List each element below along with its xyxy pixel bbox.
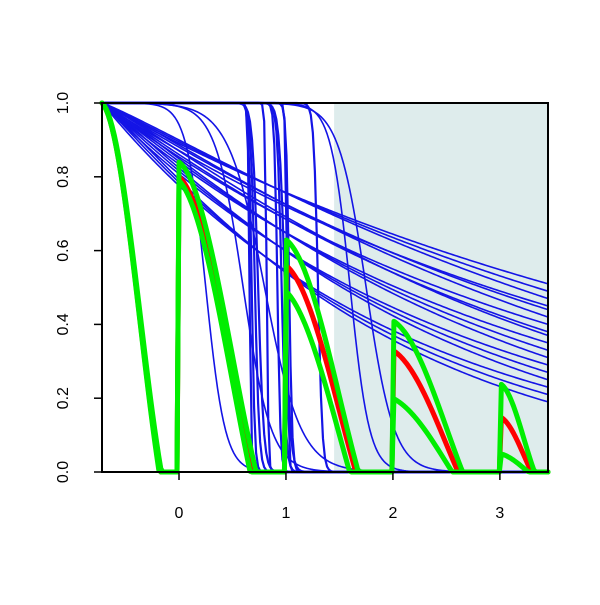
x-tick-label: 2 (388, 505, 397, 522)
blue-curve (101, 102, 549, 300)
blue-curve (101, 102, 549, 396)
y-tick-label: 0.2 (55, 387, 72, 409)
plot-frame (101, 102, 549, 473)
axes-layer: 0 1 2 3 0.0 0.2 0.4 0.6 0.8 1.0 (55, 92, 549, 522)
x-tick-label: 0 (175, 505, 184, 522)
blue-curve (101, 102, 549, 285)
y-tick-label: 1.0 (55, 92, 72, 114)
y-tick-label: 0.8 (55, 166, 72, 188)
blue-curve (101, 102, 549, 352)
y-tick-label: 0.0 (55, 461, 72, 483)
blue-curve (101, 102, 549, 403)
blue-curve (101, 102, 549, 318)
blue-curve (101, 102, 549, 311)
x-tick-label: 3 (495, 505, 504, 522)
blue-curve (101, 102, 549, 374)
blue-curve (101, 102, 549, 359)
y-tick-label: 0.6 (55, 239, 72, 261)
blue-curve (101, 102, 549, 292)
blue-curve (101, 102, 549, 344)
blue-curve (101, 102, 549, 381)
y-tick-label: 0.4 (55, 313, 72, 335)
blue-curve (101, 102, 549, 366)
x-tick-label: 1 (282, 505, 291, 522)
blue-curve (101, 102, 549, 337)
blue-curve (101, 102, 549, 388)
blue-curve (101, 102, 549, 333)
